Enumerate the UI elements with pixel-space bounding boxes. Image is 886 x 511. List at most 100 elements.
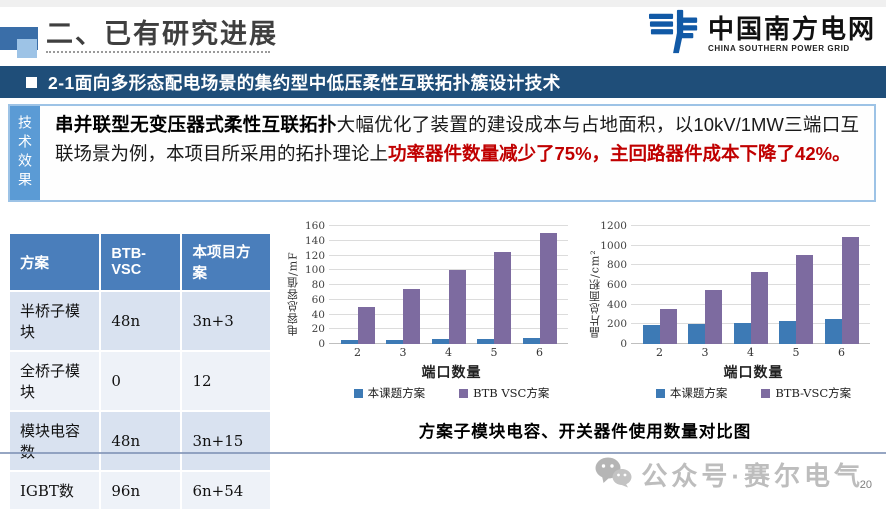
table-cell: 48n	[101, 412, 181, 470]
category-column: 4	[431, 226, 466, 362]
x-tick-label: 4	[747, 346, 754, 359]
y-tick-label: 0	[318, 338, 325, 350]
legend-swatch	[459, 388, 469, 398]
y-tick-label: 800	[606, 259, 627, 272]
bar-BTB VSC方案	[357, 307, 375, 344]
bar-本课题方案	[733, 322, 751, 344]
y-axis-title: 电容总容值/mF	[286, 251, 300, 337]
section-banner: 2-1面向多形态配电场景的集约型中低压柔性互联拓扑簇设计技术	[0, 66, 886, 98]
y-tick-label: 120	[304, 249, 325, 262]
x-tick-label: 2	[354, 346, 361, 359]
table-header-cell: 本项目方案	[182, 234, 270, 290]
table-cell: 3n+3	[182, 292, 270, 350]
bar-BTB-VSC方案	[750, 272, 768, 344]
csg-logo-icon	[648, 9, 701, 60]
legend-label: 本课题方案	[367, 386, 426, 400]
bar-BTB-VSC方案	[659, 308, 677, 344]
legend: 本课题方案 BTB-VSC方案	[631, 385, 876, 401]
bar-BTB-VSC方案	[841, 236, 859, 344]
bar-本课题方案	[340, 339, 358, 344]
category-column: 3	[386, 226, 420, 362]
bar-BTB-VSC方案	[705, 290, 722, 344]
bar-group	[642, 308, 677, 344]
table-header-cell: BTB-VSC	[101, 234, 181, 290]
legend-item: BTB VSC方案	[459, 385, 549, 401]
table-cell: 半桥子模块	[10, 292, 100, 350]
table-cell: 3n+15	[182, 412, 270, 470]
table-cell: 48n	[101, 292, 181, 350]
chart-area: 2 3 4 5 6 端口数量 本课题方案 BTB-VSC方案	[631, 225, 876, 511]
footer-divider-line	[0, 452, 886, 454]
gridline	[631, 244, 870, 246]
category-column: 4	[733, 226, 768, 362]
table-cell: 0	[101, 352, 181, 410]
table-row: 半桥子模块 48n 3n+3	[10, 292, 270, 350]
category-column: 2	[642, 226, 677, 362]
bar-BTB VSC方案	[403, 288, 420, 344]
gridline	[329, 269, 568, 271]
bar-本课题方案	[642, 325, 660, 344]
x-tick-label: 6	[536, 346, 543, 359]
gridline	[631, 264, 870, 266]
x-tick-label: 3	[701, 346, 709, 359]
x-tick-label: 6	[838, 346, 845, 359]
legend-swatch	[761, 388, 771, 398]
bar-group	[431, 270, 466, 344]
bar-本课题方案	[386, 339, 403, 344]
page-number: 20	[859, 479, 872, 491]
title-dotted-underline	[46, 51, 270, 53]
page-title: 二、已有研究进展	[46, 19, 278, 49]
y-axis: 0 20 40 60 80 100 120 140 160	[301, 220, 329, 362]
bar-本课题方案	[779, 320, 796, 344]
x-tick-label: 5	[490, 346, 498, 359]
watermark-text: 公众号·赛尔电气	[641, 461, 864, 491]
table-row: IGBT数 96n 6n+54	[10, 472, 270, 509]
section-title: 2-1面向多形态配电场景的集约型中低压柔性互联拓扑簇设计技术	[48, 72, 561, 93]
y-tick-label: 160	[304, 220, 325, 232]
slide-top-strip	[0, 0, 886, 7]
gridline	[329, 239, 568, 241]
legend-item: 本课题方案	[353, 385, 426, 401]
bar-group	[733, 272, 768, 344]
y-tick-label: 60	[311, 293, 325, 306]
table-cell: 12	[182, 352, 270, 410]
plot-area: 2 3 4 5 6	[329, 225, 574, 362]
bar-本课题方案	[688, 323, 705, 344]
legend-label: BTB-VSC方案	[775, 386, 852, 400]
table-row: 模块电容数 48n 3n+15	[10, 412, 270, 470]
x-axis-title: 端口数量	[723, 365, 784, 381]
table-row: 全桥子模块 0 12	[10, 352, 270, 410]
tech-effect-text: 串并联型无变压器式柔性互联拓扑大幅优化了装置的建设成本与占地面积，以10kV/1…	[40, 106, 874, 200]
category-column: 3	[688, 226, 722, 362]
bar-BTB VSC方案	[494, 251, 511, 344]
legend-label: 本课题方案	[669, 386, 728, 400]
x-axis-title: 端口数量	[421, 365, 482, 381]
y-tick-label: 1200	[600, 220, 627, 232]
tech-effect-highlight: 功率器件数量减少了75%，主回路器件成本下降了42%。	[388, 142, 851, 164]
wechat-icon	[594, 457, 632, 493]
banner-bullet-icon	[26, 76, 37, 88]
bar-group	[386, 288, 420, 344]
figure-caption: 方案子模块电容、开关器件使用数量对比图	[418, 423, 752, 441]
category-column: 6	[522, 226, 557, 362]
category-columns: 2 3 4 5 6	[631, 226, 870, 362]
x-tick-label: 2	[656, 346, 663, 359]
y-tick-label: 80	[311, 279, 325, 291]
company-logo: 中国南方电网 CHINA SOUTHERN POWER GRID	[648, 9, 876, 60]
table-cell: 全桥子模块	[10, 352, 100, 410]
tech-effect-lead: 串并联型无变压器式柔性互联拓扑	[55, 114, 337, 135]
bar-BTB VSC方案	[539, 233, 557, 344]
y-tick-label: 400	[606, 298, 627, 311]
y-tick-label: 600	[606, 279, 627, 291]
legend-swatch	[353, 388, 363, 398]
tech-effect-box: 技术效果 串并联型无变压器式柔性互联拓扑大幅优化了装置的建设成本与占地面积，以1…	[8, 104, 876, 202]
table-cell: 模块电容数	[10, 412, 100, 470]
y-tick-label: 100	[304, 264, 325, 277]
table-header-row: 方案 BTB-VSC 本项目方案	[10, 234, 270, 290]
y-tick-label: 140	[304, 234, 325, 247]
bar-chart-capacitance: 电容总容值/mF 0 20 40 60 80 100 120 140 160 2 3 4 5 6 端口数…	[286, 220, 574, 511]
plot-area: 2 3 4 5 6	[631, 225, 876, 362]
category-column: 6	[824, 226, 859, 362]
bar-group	[522, 233, 557, 344]
tech-effect-body: 大幅优化了装置的建设成本与占地面积，以10kV/1MW三端口互联场景为例，本项目…	[55, 114, 859, 164]
